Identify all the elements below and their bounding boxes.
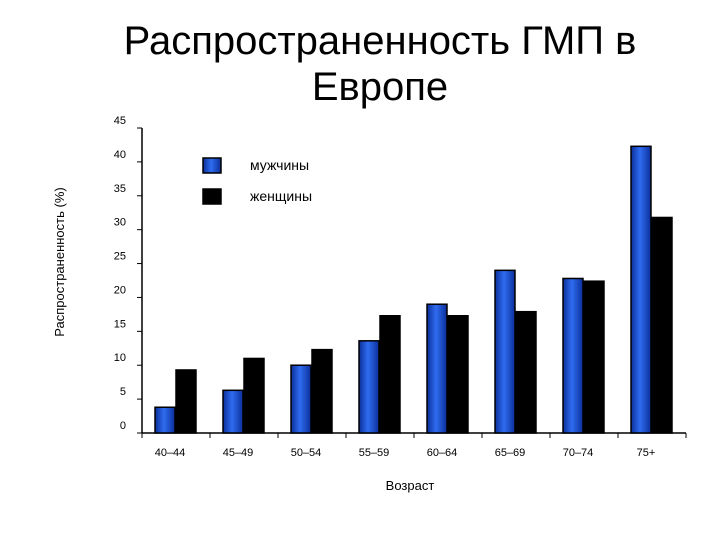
x-axis-title: Возраст xyxy=(386,478,435,493)
x-tick-label: 75+ xyxy=(637,447,656,459)
bar-women xyxy=(583,280,605,434)
x-tick-label: 70–74 xyxy=(563,447,594,459)
bar-women xyxy=(175,369,197,434)
y-tick-label: 45 xyxy=(114,115,126,127)
x-tick-label: 65–69 xyxy=(495,447,526,459)
legend-swatch-men xyxy=(202,157,222,174)
bars xyxy=(154,145,673,434)
y-tick-label: 40 xyxy=(114,149,126,161)
chart-title-line-1: Распространенность ГМП в xyxy=(123,19,637,63)
bar-men xyxy=(562,277,584,434)
x-tick-label: 45–49 xyxy=(223,447,254,459)
y-tick-label: 15 xyxy=(114,318,126,330)
y-tick-label: 10 xyxy=(114,352,126,364)
legend: мужчины женщины xyxy=(202,157,312,205)
y-tick-label: 25 xyxy=(114,251,126,263)
bar-women xyxy=(311,348,333,434)
legend-label-women: женщины xyxy=(250,188,312,204)
bar-men xyxy=(290,364,312,434)
bar-men xyxy=(222,389,244,434)
bar-men xyxy=(630,145,652,434)
x-tick-label: 55–59 xyxy=(359,447,390,459)
bar-women xyxy=(379,314,401,434)
tick-labels: 0 5 10 15 20 25 30 35 40 45 40–44 45–49 50–54 55–59 60… xyxy=(114,115,656,459)
y-tick-label: 20 xyxy=(114,284,126,296)
y-tick-label: 35 xyxy=(114,183,126,195)
legend-label-men: мужчины xyxy=(250,157,309,173)
bar-men xyxy=(494,269,516,434)
bar-men xyxy=(426,303,448,434)
x-tick-label: 40–44 xyxy=(155,447,186,459)
legend-swatch-women xyxy=(202,188,222,205)
y-tick-label: 0 xyxy=(120,420,126,432)
y-tick-label: 30 xyxy=(114,217,126,229)
bar-men xyxy=(154,406,176,434)
chart-title-line-2: Европе xyxy=(311,65,449,109)
y-axis-title: Распространенность (%) xyxy=(52,187,67,336)
bar-women xyxy=(651,216,673,434)
bar-women xyxy=(515,310,537,434)
x-tick-label: 60–64 xyxy=(427,447,458,459)
bar-men xyxy=(358,340,380,434)
y-tick-label: 5 xyxy=(120,386,126,398)
chart-title: Распространенность ГМП в Европе xyxy=(40,18,720,110)
x-tick-label: 50–54 xyxy=(291,447,322,459)
bar-women xyxy=(243,357,265,434)
bar-women xyxy=(447,314,469,434)
